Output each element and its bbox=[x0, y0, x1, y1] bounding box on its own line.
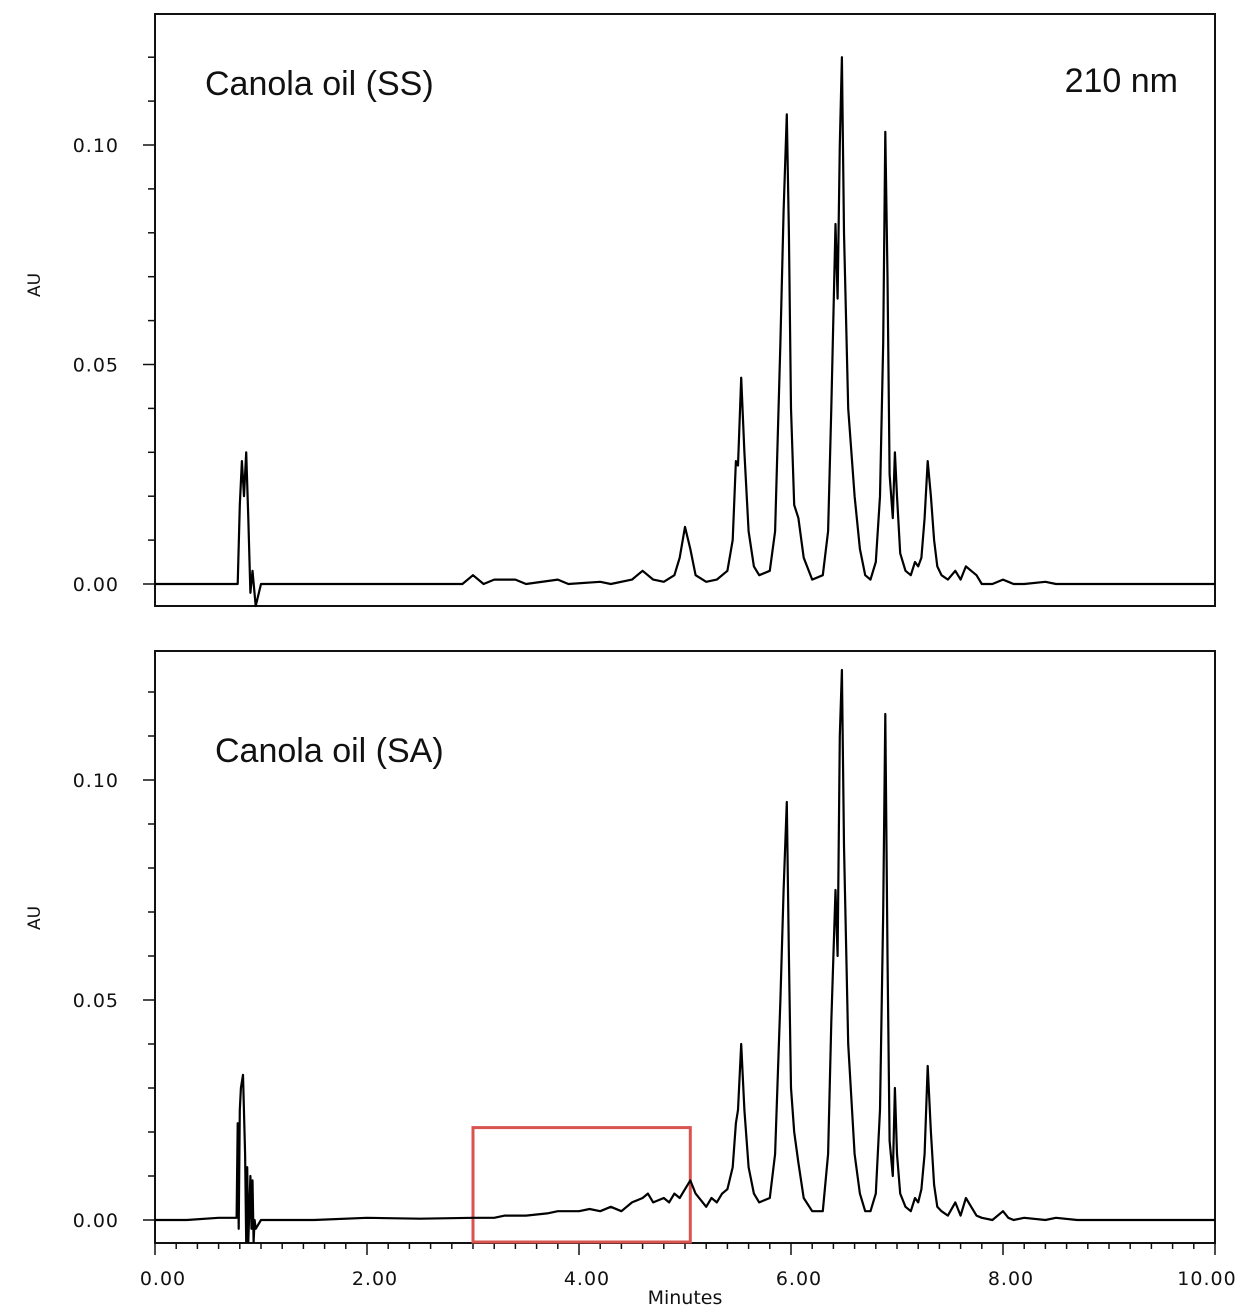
x-tick-label: 8.00 bbox=[988, 1268, 1034, 1290]
panel-bottom-title: Canola oil (SA) bbox=[215, 732, 444, 770]
x-tick-label: 10.00 bbox=[1177, 1268, 1236, 1290]
panel-top-wavelength: 210 nm bbox=[1065, 62, 1178, 100]
y-tick-label: 0.10 bbox=[73, 770, 119, 792]
panel-bottom-ticks: 0.00 0.05 0.10 0.00 2.00 4.00 6.00 8.00 10.00 bbox=[73, 691, 1236, 1290]
panel-bottom: Canola oil (SA) AU 0.00 0.05 0.10 0.00 2.00 4… bbox=[25, 650, 1236, 1308]
x-tick-label: 4.00 bbox=[564, 1268, 610, 1290]
y-tick-label: 0.05 bbox=[73, 355, 119, 377]
panel-top-title: Canola oil (SS) bbox=[205, 65, 434, 103]
x-tick-label: 6.00 bbox=[776, 1268, 822, 1290]
panel-bottom-ylabel: AU bbox=[25, 906, 45, 930]
y-tick-label: 0.05 bbox=[73, 990, 119, 1012]
x-tick-label: 2.00 bbox=[352, 1268, 398, 1290]
panel-top-ylabel: AU bbox=[25, 273, 45, 297]
highlight-box bbox=[471, 1126, 692, 1244]
panel-top-ticks: 0.00 0.05 0.10 bbox=[73, 56, 155, 596]
panel-top-trace bbox=[155, 56, 1215, 608]
y-tick-label: 0.10 bbox=[73, 135, 119, 157]
y-tick-label: 0.00 bbox=[73, 1210, 119, 1232]
y-tick-label: 0.00 bbox=[73, 574, 119, 596]
panel-bottom-trace bbox=[155, 668, 1215, 1244]
x-tick-label: 0.00 bbox=[140, 1268, 186, 1290]
panel-top-frame bbox=[154, 13, 1216, 607]
x-axis-label: Minutes bbox=[648, 1287, 723, 1308]
panel-top: Canola oil (SS) 210 nm AU 0.00 0.05 0.10 bbox=[25, 13, 1216, 608]
